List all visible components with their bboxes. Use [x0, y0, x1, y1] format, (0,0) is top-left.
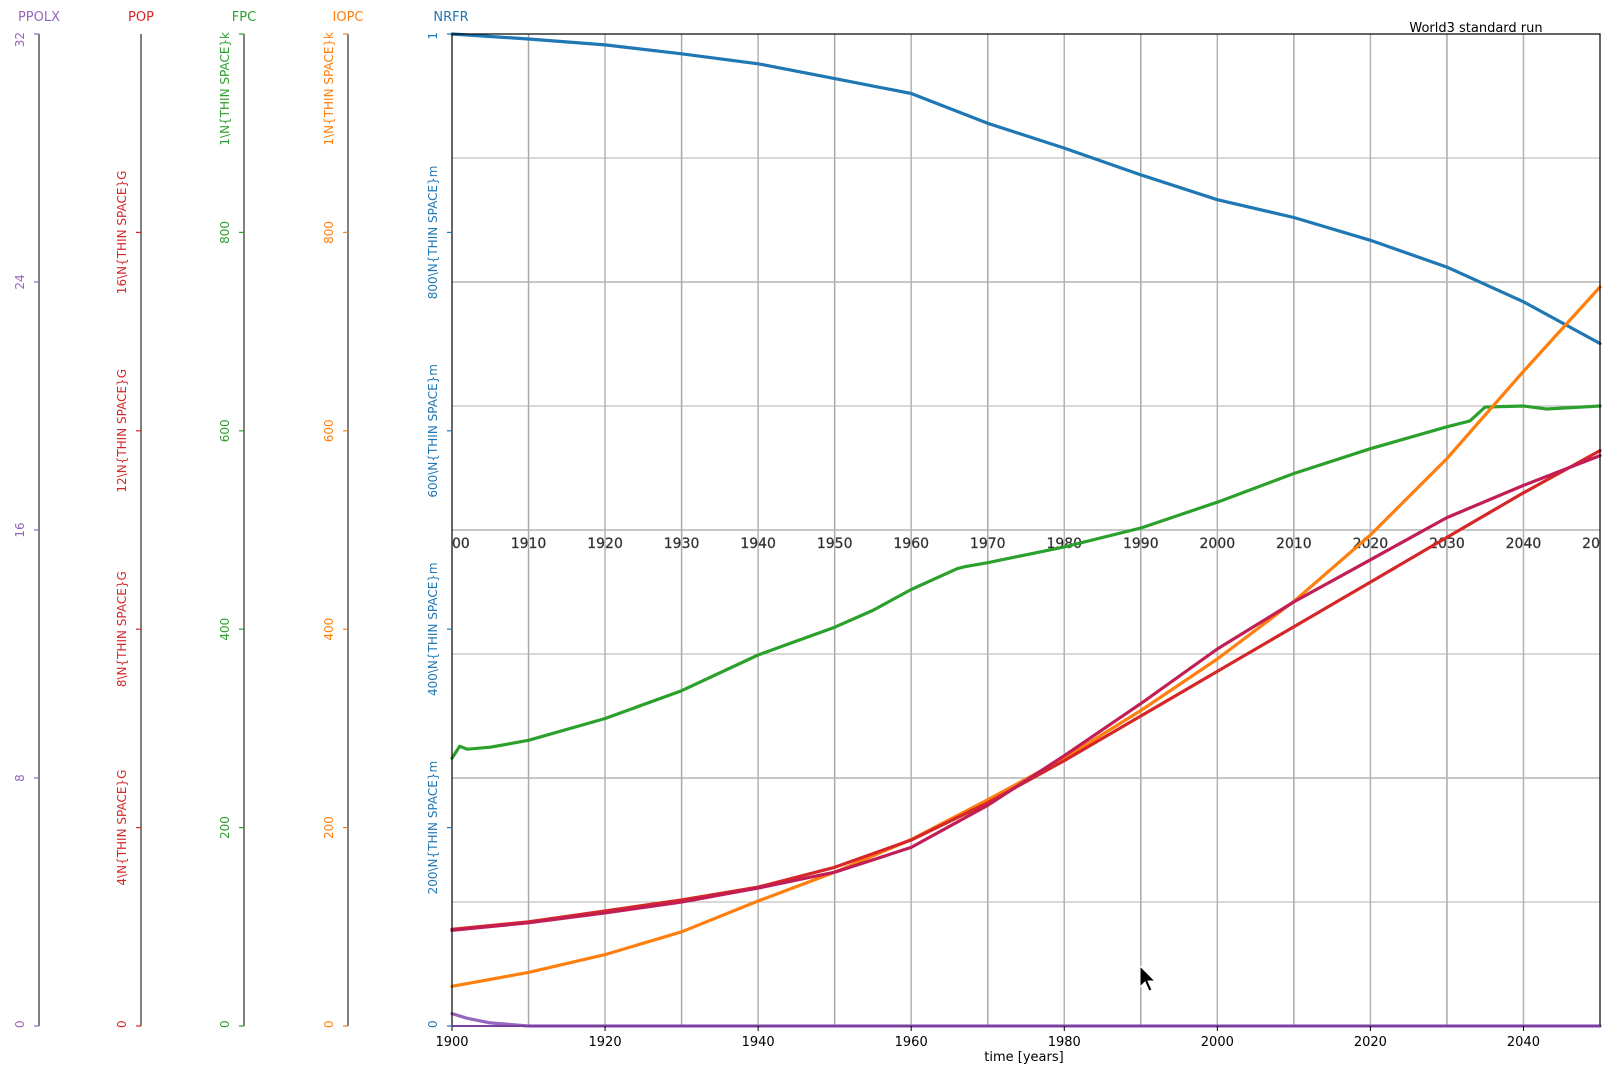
y-tick-label: 16\N{THIN SPACE}G [115, 171, 129, 295]
x-tick-label: 1920 [589, 1035, 622, 1050]
chart-title: World3 standard run [1409, 21, 1542, 36]
y-tick-label: 800 [218, 221, 232, 244]
y-tick-label: 0 [13, 1020, 27, 1028]
decade-label: 20 [1582, 536, 1600, 552]
y-tick-label: 600\N{THIN SPACE}m [426, 364, 440, 498]
x-tick-label: 1900 [435, 1035, 468, 1050]
decade-label: 00 [452, 536, 470, 552]
x-tick-label: 2020 [1354, 1035, 1387, 1050]
y-tick-label: 400 [218, 618, 232, 641]
y-tick-label: 8 [13, 774, 27, 782]
decade-label: 1990 [1123, 536, 1159, 552]
y-tick-label: 0 [218, 1020, 232, 1028]
series-line-fpc [450, 404, 1602, 760]
y-tick-label: 4\N{THIN SPACE}G [115, 770, 129, 886]
y-axis-ppolx: PPOLX 0 8 16 24 32 [13, 10, 60, 1028]
decade-label: 1930 [664, 536, 700, 552]
x-tick-label: 1940 [742, 1035, 775, 1050]
y-axis-name: IOPC [333, 10, 364, 25]
decade-label: 1920 [587, 536, 623, 552]
decade-label: 2030 [1429, 536, 1465, 552]
y-tick-label: 400 [322, 618, 336, 641]
y-tick-label: 0 [115, 1020, 129, 1028]
series-line-nrfr [450, 32, 1602, 346]
y-axis-pop: POP 0 4\N{THIN SPACE}G 8\N{THIN SPACE}G 12\N… [115, 10, 154, 1028]
decade-label: 2010 [1276, 536, 1312, 552]
y-tick-label: 1\N{THIN SPACE}k [322, 32, 336, 146]
y-tick-label: 200 [218, 816, 232, 839]
decade-label: 1960 [893, 536, 929, 552]
x-tick-label: 2040 [1507, 1035, 1540, 1050]
y-tick-label: 1 [426, 32, 440, 40]
y-axis-name: FPC [232, 10, 256, 25]
y-axis-name: NRFR [433, 10, 468, 25]
y-axis-fpc: FPC 0 200 400 600 800 1\N{THIN SPACE}k [218, 10, 256, 1028]
y-tick-label: 600 [218, 419, 232, 442]
y-tick-label: 0 [322, 1020, 336, 1028]
y-axis-iopc: IOPC 0 200 400 600 800 1\N{THIN SPACE}k [322, 10, 363, 1028]
y-tick-label: 12\N{THIN SPACE}G [115, 369, 129, 493]
mouse-cursor-icon [1139, 964, 1157, 992]
decade-label: 2020 [1353, 536, 1389, 552]
decade-label: 2000 [1200, 536, 1236, 552]
y-tick-label: 8\N{THIN SPACE}G [115, 571, 129, 687]
y-tick-label: 24 [13, 274, 27, 289]
grid [452, 34, 1600, 1026]
y-axis-name: POP [128, 10, 154, 25]
y-tick-label: 400\N{THIN SPACE}m [426, 562, 440, 696]
x-tick-label: 2000 [1201, 1035, 1234, 1050]
y-tick-label: 200 [322, 816, 336, 839]
y-tick-label: 0 [426, 1020, 440, 1028]
y-tick-label: 600 [322, 419, 336, 442]
decade-label: 1910 [511, 536, 547, 552]
y-tick-label: 32 [13, 32, 27, 47]
y-tick-label: 800 [322, 221, 336, 244]
decade-label: 1950 [817, 536, 853, 552]
y-axis-name: PPOLX [18, 10, 60, 25]
decade-label: 2040 [1506, 536, 1542, 552]
x-axis-label: time [years] [984, 1050, 1063, 1065]
y-tick-label: 16 [13, 522, 27, 537]
decade-label: 1970 [970, 536, 1006, 552]
x-tick-label: 1980 [1048, 1035, 1081, 1050]
y-tick-label: 200\N{THIN SPACE}m [426, 761, 440, 895]
series-line-pop [450, 454, 1602, 932]
decade-label: 1940 [740, 536, 776, 552]
y-tick-label: 800\N{THIN SPACE}m [426, 166, 440, 300]
x-tick-label: 1960 [895, 1035, 928, 1050]
y-axis-nrfr: NRFR 0 200\N{THIN SPACE}m 400\N{THIN SPACE}… [426, 10, 469, 1028]
y-tick-label: 1\N{THIN SPACE}k [218, 32, 232, 146]
